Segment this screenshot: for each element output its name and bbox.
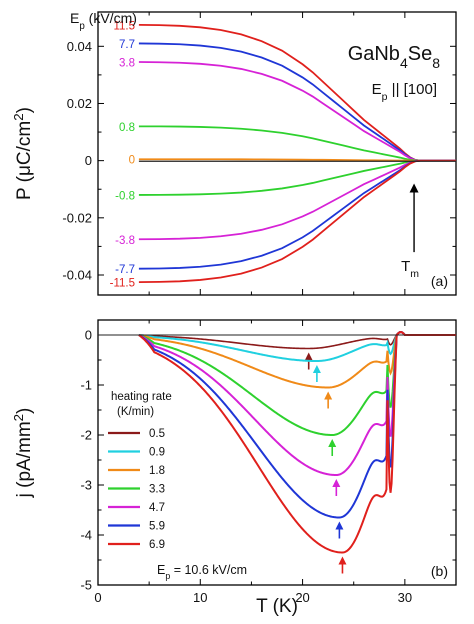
panel-b-series-line — [138, 330, 456, 554]
panel-a-series-line — [138, 61, 456, 162]
panel-b-legend-entry: 4.7 — [149, 502, 165, 514]
panel-b-legend-title-unit: (K/min) — [117, 406, 154, 418]
panel-a-y-tick-label: -0.02 — [62, 210, 92, 225]
panel-a-y-axis-label: P (μC/cm2) — [11, 107, 36, 200]
panel-b-y-tick-label: -3 — [80, 478, 92, 493]
panel-a-title: GaNb4Se8 — [348, 43, 441, 71]
panel-b-y-axis-label: j (pA/mm2) — [11, 408, 36, 499]
panel-b-x-tick-label: 30 — [398, 590, 412, 605]
panel-b-series-line — [138, 330, 456, 362]
panel-b-current-density: 0 10 20 30 -5 -4 -3 -2 -1 0 j (pA/mm2) T (K) heating… — [11, 319, 457, 617]
panel-a-y-tick-label: 0 — [85, 153, 92, 168]
panel-b-legend-entry: 0.5 — [149, 428, 165, 440]
panel-a-label: (a) — [431, 273, 448, 289]
panel-b-peak-arrow-head — [328, 439, 337, 447]
panel-a-tm-label: Tm — [401, 258, 419, 280]
panel-b-x-tick-label: 0 — [94, 590, 101, 605]
panel-a-series-label: -7.7 — [115, 264, 135, 276]
panel-b-x-axis-label: T (K) — [256, 596, 298, 617]
panel-a-tm-arrow-head — [409, 183, 419, 193]
panel-b-peak-arrow-head — [312, 365, 321, 373]
panel-b-legend-entry: 5.9 — [149, 521, 165, 533]
panel-a-plot-frame — [97, 11, 457, 296]
panel-b-peak-arrow-head — [338, 556, 347, 565]
panel-a-y-tick-label: 0.02 — [67, 96, 92, 111]
panel-a-series-label: 0.8 — [119, 122, 135, 134]
panel-b-legend-title: heating rate — [111, 391, 172, 403]
panel-a-series-line — [138, 159, 456, 270]
panel-a-series-label: 0 — [129, 155, 135, 167]
panel-b-label: (b) — [431, 563, 448, 579]
panel-a-field-direction: Ep || [100] — [372, 81, 437, 103]
panel-b-legend-entry: 0.9 — [149, 447, 165, 459]
panel-b-y-tick-label: 0 — [85, 328, 92, 343]
panel-a-series-label: 3.8 — [119, 58, 135, 70]
panel-b-peak-arrow-head — [304, 352, 313, 361]
panel-a-series-label: -0.8 — [115, 190, 135, 202]
panel-b-x-tick-label: 10 — [193, 590, 207, 605]
panel-b-y-tick-label: -2 — [80, 428, 92, 443]
panel-a-y-tick-label: 0.04 — [67, 39, 92, 54]
panel-a-series-label: 11.5 — [113, 20, 135, 32]
panel-b-y-tick-label: -1 — [80, 378, 92, 393]
panel-b-legend-entry: 3.3 — [149, 484, 165, 496]
panel-b-y-tick-label: -5 — [80, 578, 92, 593]
panel-b-y-tick-label: -4 — [80, 528, 92, 543]
panel-b-legend-entry: 6.9 — [149, 539, 165, 551]
panel-a-y-tick-label: -0.04 — [62, 267, 92, 282]
panel-b-field-annotation: Ep = 10.6 kV/cm — [157, 563, 247, 581]
panel-a-series-label: 7.7 — [119, 39, 135, 51]
panel-a-series-label: -11.5 — [110, 278, 135, 290]
panel-b-x-tick-label: 20 — [295, 590, 309, 605]
panel-a-polarization: -0.04 -0.02 0 0.02 0.04 P (μC/cm2) 11.5 7.7 3.8 0… — [11, 10, 457, 296]
panel-b-peak-arrow-head — [332, 479, 341, 487]
panel-b-peak-arrow-head — [324, 391, 333, 400]
panel-b-peak-arrow-head — [335, 521, 344, 530]
panel-b-legend-entry: 1.8 — [149, 465, 165, 477]
panel-a-series-line — [138, 159, 456, 241]
panel-b-plot-frame — [97, 319, 457, 586]
panel-a-series-label: -3.8 — [115, 235, 135, 247]
panel-a-legend-title: Ep (kV/cm) — [70, 10, 137, 32]
